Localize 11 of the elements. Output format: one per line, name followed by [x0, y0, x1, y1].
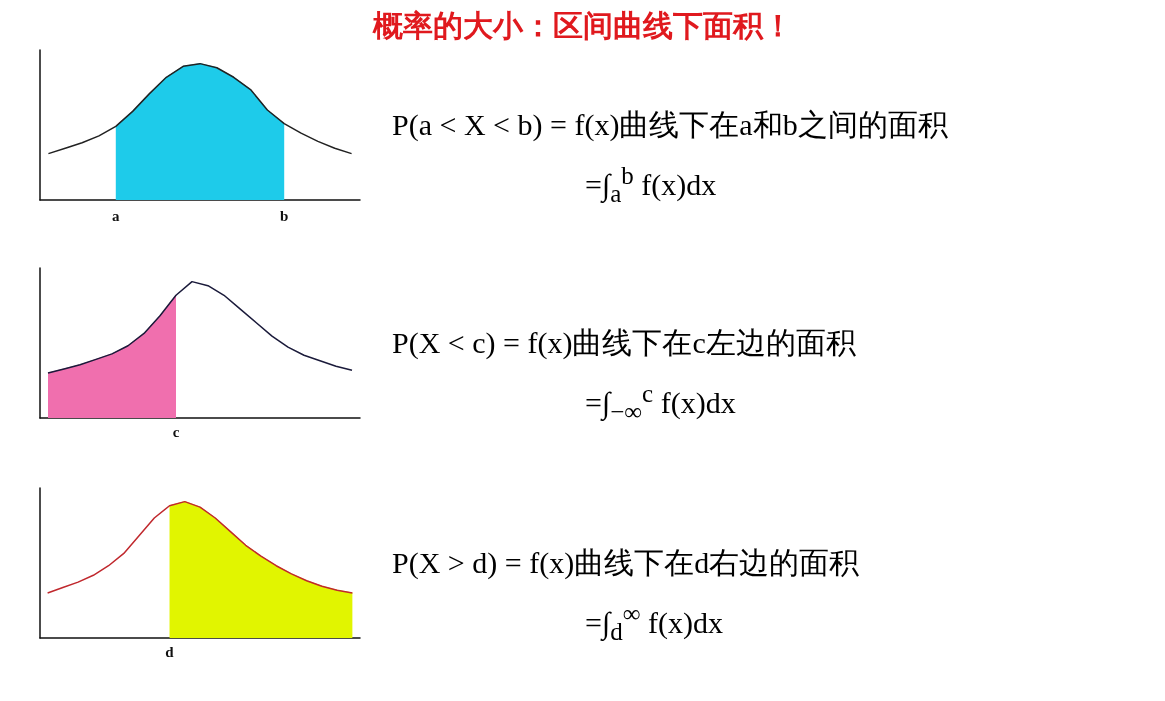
x-tick-label: b [280, 207, 289, 224]
text: 概率的大小：区间曲线下面积！ [371, 7, 794, 45]
x-tick-label: a [112, 207, 121, 224]
text: =∫$_{d}$$^{∞}$ f(x)dx [585, 600, 723, 646]
text: P(X < c) = f(x)曲线下在c左边的面积 [392, 325, 856, 361]
text: =∫$_{a}$$^{b}$ f(x)dx [585, 162, 717, 208]
text: P(X > d) = f(x)曲线下在d右边的面积 [392, 545, 860, 581]
text: c [172, 424, 180, 441]
text: =∫$_{−∞}$$^{c}$ f(x)dx [585, 380, 736, 426]
text: d [165, 644, 174, 661]
text: P(a < X < b) = f(x)曲线下在a和b之间的面积 [392, 107, 948, 143]
